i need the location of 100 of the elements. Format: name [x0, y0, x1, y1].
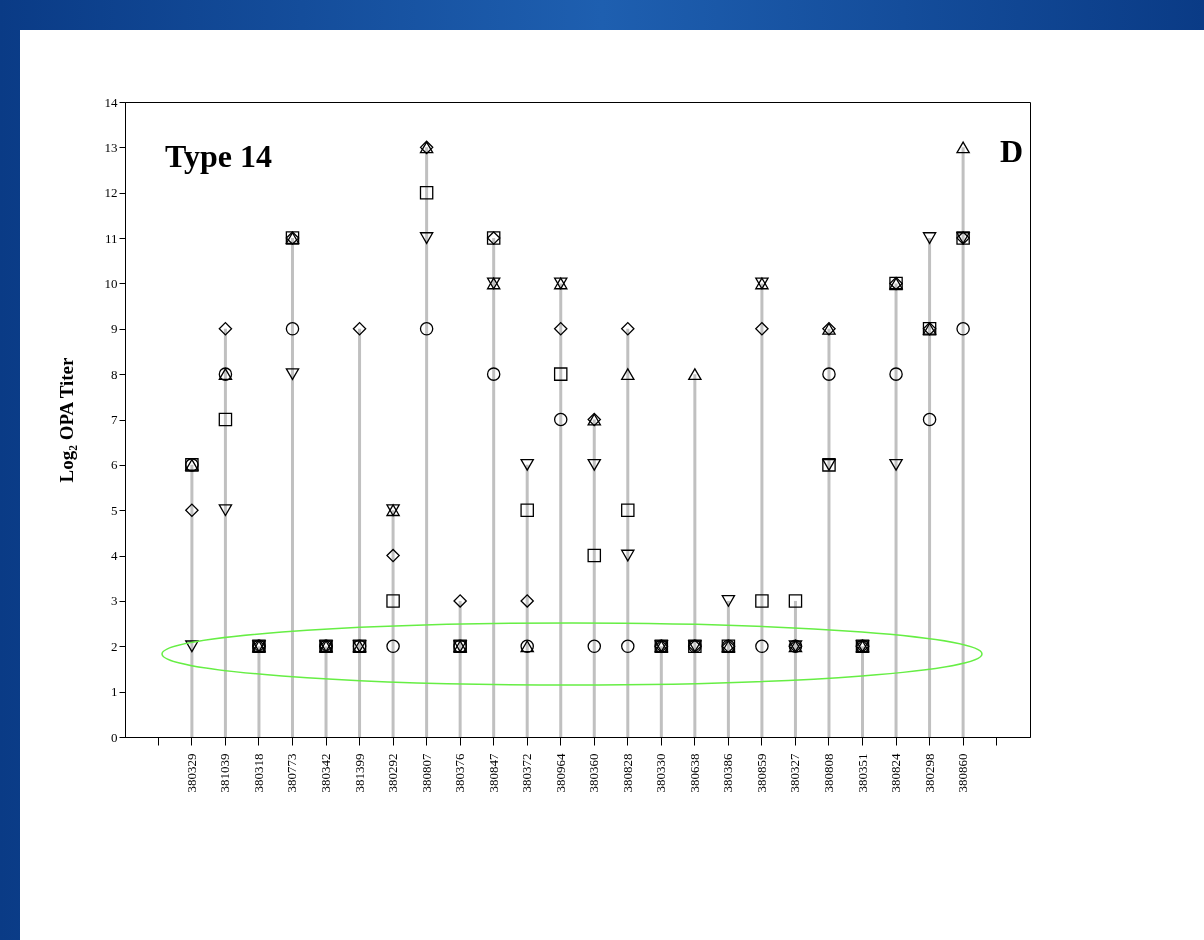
y-tick-label: 4 — [111, 548, 118, 564]
x-tick-label: 380773 — [284, 753, 300, 793]
bar — [592, 419, 596, 737]
point — [587, 639, 602, 654]
y-tick-label: 14 — [104, 94, 118, 110]
x-tick-label: 381399 — [351, 753, 367, 793]
x-tick-label: 380638 — [686, 753, 702, 793]
y-tick-label: 7 — [111, 412, 118, 427]
bar — [324, 646, 328, 737]
x-tick-label: 380329 — [183, 753, 199, 793]
x-tick-label: 380327 — [787, 753, 803, 793]
x-tick-label: 380386 — [720, 753, 736, 793]
point — [621, 368, 635, 381]
point — [520, 594, 534, 608]
point — [587, 548, 602, 563]
y-tick-label: 1 — [111, 684, 118, 700]
y-tick-label: 3 — [111, 593, 118, 609]
y-tick-label: 5 — [111, 502, 118, 518]
bar — [861, 646, 865, 737]
bar — [726, 600, 730, 737]
bar — [257, 646, 261, 737]
y-tick-label: 11 — [104, 230, 118, 246]
point — [185, 503, 199, 517]
point — [889, 367, 903, 381]
y-tick-label: 10 — [104, 275, 118, 291]
point — [386, 594, 400, 608]
x-tick-label: 380808 — [820, 753, 836, 793]
y-tick-label: 13 — [104, 139, 118, 155]
x-tick-label: 380828 — [619, 753, 635, 793]
y-tick-label: 8 — [111, 366, 118, 382]
x-tick-label: 380298 — [921, 753, 937, 793]
annotation: D — [1000, 133, 1024, 169]
x-tick-label: 380360 — [586, 753, 602, 793]
point — [621, 639, 635, 654]
point — [621, 322, 635, 336]
point — [486, 367, 501, 381]
point — [285, 322, 300, 336]
x-tick-label: 380847 — [485, 753, 501, 793]
y-axis-title: Log₂ OPA Titer — [55, 356, 77, 483]
point — [956, 322, 970, 336]
bar — [190, 464, 194, 737]
x-tick-label: 380860 — [955, 753, 971, 793]
bar — [223, 328, 227, 737]
x-tick-label: 380964 — [552, 753, 568, 793]
point — [218, 412, 233, 427]
bar — [827, 328, 831, 737]
point — [218, 322, 233, 336]
bar — [492, 238, 496, 737]
point — [520, 503, 534, 517]
point — [956, 141, 970, 154]
point — [788, 594, 803, 608]
annotation: Type 14 — [165, 138, 272, 174]
x-tick-label: 380292 — [385, 753, 401, 793]
point — [688, 368, 702, 381]
point — [621, 503, 635, 517]
y-tick-label: 2 — [111, 638, 118, 654]
point — [587, 458, 602, 471]
bar — [659, 646, 663, 737]
bar — [290, 238, 294, 737]
point — [285, 368, 300, 381]
x-tick-label: 380318 — [250, 753, 266, 793]
bar — [928, 238, 932, 737]
point — [386, 548, 400, 563]
x-tick-label: 380859 — [753, 753, 769, 793]
point — [386, 639, 400, 654]
point — [520, 458, 534, 471]
point — [889, 458, 903, 471]
point — [185, 640, 199, 653]
point — [922, 232, 937, 245]
point — [453, 594, 467, 608]
point — [553, 367, 568, 381]
bar — [525, 464, 529, 737]
bar — [358, 328, 362, 737]
bar — [693, 374, 697, 737]
point — [352, 322, 367, 336]
point — [419, 322, 434, 336]
x-tick-label: 380824 — [888, 753, 904, 793]
x-tick-label: 380342 — [318, 753, 334, 793]
y-tick-label: 0 — [111, 729, 118, 745]
point — [922, 412, 937, 427]
point — [621, 549, 635, 562]
x-tick-label: 380376 — [452, 753, 468, 793]
y-tick-label: 9 — [111, 321, 118, 337]
bar — [626, 328, 630, 737]
x-tick-label: 380351 — [854, 753, 870, 793]
point — [755, 322, 769, 336]
point — [755, 594, 769, 608]
point — [755, 639, 769, 654]
point — [721, 594, 736, 607]
bar — [391, 510, 395, 737]
point — [553, 322, 568, 336]
point — [218, 504, 233, 517]
bar — [425, 147, 429, 737]
point — [822, 367, 836, 381]
point — [419, 185, 434, 200]
point — [419, 232, 434, 245]
x-tick-label: 380807 — [418, 753, 434, 793]
y-tick-label: 12 — [104, 185, 118, 201]
bar — [961, 147, 965, 737]
x-tick-label: 380372 — [519, 753, 535, 793]
